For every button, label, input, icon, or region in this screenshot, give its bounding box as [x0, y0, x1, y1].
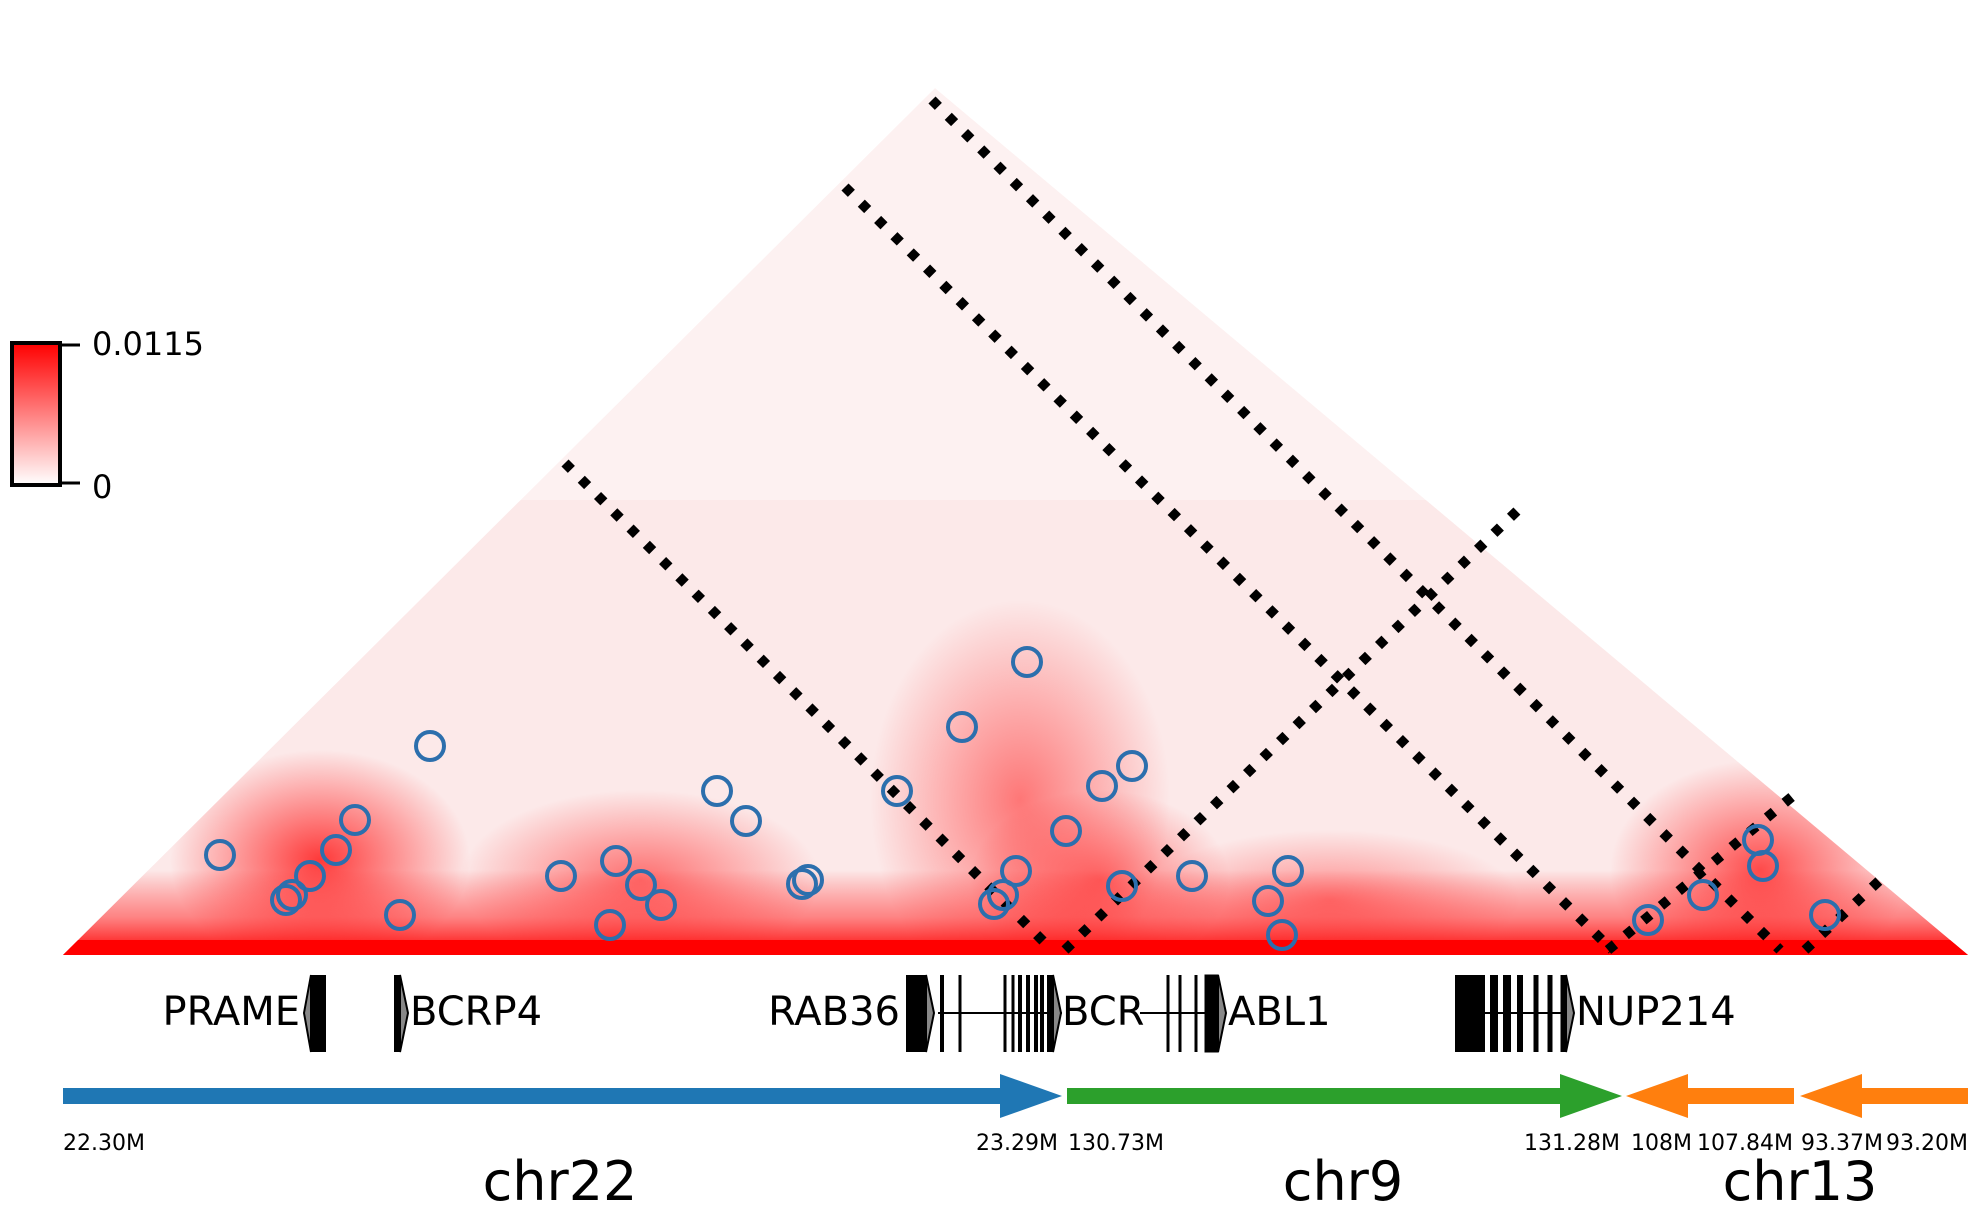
loop-markers: [204, 646, 1841, 951]
boundary-lines: [561, 96, 1884, 954]
loop-marker: [645, 889, 677, 921]
loop-marker: [1687, 879, 1719, 911]
chrom-label-chr13: chr13: [1723, 1150, 1878, 1213]
gene-bcrp4: BCRP4: [394, 974, 542, 1053]
loop-marker: [339, 804, 371, 836]
loop-marker: [1106, 870, 1138, 902]
loop-marker: [881, 775, 913, 807]
gene-track: PRAME BCRP4 RAB36 BCR: [163, 974, 1736, 1053]
gene-prame-exon: [311, 975, 326, 1052]
colorbar-max-label: 0.0115: [92, 325, 204, 363]
segment-chr22-start-label: 22.30M: [63, 1131, 145, 1156]
segment-chr13-b-start-label: 93.37M: [1801, 1131, 1883, 1156]
gene-abl1: ABL1: [1140, 974, 1331, 1053]
chrom-label-chr22: chr22: [483, 1150, 638, 1213]
loop-marker: [1272, 855, 1304, 887]
loop-marker: [600, 845, 632, 877]
segment-chr9-arrowhead: [1560, 1074, 1622, 1118]
gene-abl1-strand-arrow: [1217, 974, 1228, 1053]
loop-marker: [276, 879, 308, 911]
segment-chr13-a-end-label: 107.84M: [1697, 1131, 1793, 1156]
gene-bcr: BCR: [938, 974, 1144, 1053]
colorbar-min-label: 0: [92, 468, 112, 506]
gene-label-rab36: RAB36: [768, 989, 900, 1035]
colorbar-gradient: [10, 341, 62, 487]
segment-chr13-a: 108M 107.84M: [1626, 1074, 1794, 1156]
segment-chr22-bar: [63, 1088, 1008, 1104]
loop-marker: [1266, 919, 1298, 951]
gene-bcr-strand-arrow: [1052, 974, 1063, 1053]
loop-marker: [414, 730, 446, 762]
gene-label-bcrp4: BCRP4: [410, 989, 542, 1035]
segment-chr9-start-label: 130.73M: [1068, 1131, 1164, 1156]
loop-marker: [786, 868, 818, 900]
colorbar: 0.0115 0: [10, 325, 204, 506]
loop-marker: [730, 805, 762, 837]
segment-chr13-a-bar: [1684, 1088, 1794, 1104]
gene-label-bcr: BCR: [1062, 989, 1144, 1035]
gene-nup214-strand-arrow: [1565, 974, 1576, 1053]
boundary-line-chr9-right: [928, 96, 1784, 954]
segment-track: 22.30M 23.29M 130.73M 131.28M 108M 107.8…: [63, 1074, 1968, 1213]
segment-chr13-b-bar: [1858, 1088, 1968, 1104]
segment-chr13-b-end-label: 93.20M: [1886, 1131, 1968, 1156]
loop-marker: [384, 899, 416, 931]
segment-chr13-a-start-label: 108M: [1631, 1131, 1692, 1156]
loop-marker: [987, 879, 1019, 911]
gene-abl1-exon: [1204, 974, 1219, 1053]
gene-label-nup214: NUP214: [1576, 989, 1736, 1035]
loop-marker: [294, 860, 326, 892]
segment-chr13-b: 93.37M 93.20M: [1800, 1074, 1968, 1156]
loop-marker: [1176, 860, 1208, 892]
loop-marker: [1747, 850, 1779, 882]
gene-bcrp4-strand-arrow: [399, 974, 410, 1053]
contact-heatmap: [63, 88, 1968, 955]
chrom-label-chr9: chr9: [1283, 1150, 1403, 1213]
gene-nup214: NUP214: [1455, 974, 1736, 1053]
loop-marker: [1809, 899, 1841, 931]
gene-rab36: RAB36: [768, 974, 936, 1053]
gene-bcrp4-exon: [394, 975, 400, 1052]
gene-prame: PRAME: [163, 974, 326, 1053]
gene-rab36-exon: [906, 975, 926, 1052]
loop-marker: [701, 775, 733, 807]
boundary-line-chr9-left: [841, 183, 1616, 954]
loop-marker: [270, 884, 302, 916]
loop-marker: [320, 834, 352, 866]
segment-chr22-arrowhead: [1000, 1074, 1062, 1118]
loop-marker: [946, 711, 978, 743]
segment-chr9-bar: [1067, 1088, 1567, 1104]
loop-marker: [1000, 855, 1032, 887]
gene-nup214-exon: [1490, 975, 1498, 1052]
boundary-line-chr13-inner: [1801, 876, 1884, 954]
segment-chr13-b-arrowhead: [1800, 1074, 1862, 1118]
loop-marker: [1632, 904, 1664, 936]
gene-nup214-exon: [1503, 975, 1511, 1052]
gene-label-prame: PRAME: [163, 989, 300, 1035]
gene-label-abl1: ABL1: [1228, 989, 1331, 1035]
boundary-line-chr13-up: [1604, 786, 1804, 954]
loop-marker: [545, 860, 577, 892]
segment-chr22-end-label: 23.29M: [976, 1131, 1058, 1156]
loop-marker: [1252, 885, 1284, 917]
loop-marker: [204, 839, 236, 871]
loop-marker: [792, 864, 824, 896]
gene-nup214-exon: [1455, 975, 1485, 1052]
diagonal-edge: [63, 940, 1968, 955]
gene-rab36-strand-arrow: [925, 974, 936, 1053]
loop-marker: [1116, 750, 1148, 782]
loop-marker: [1011, 646, 1043, 678]
segment-chr9: 130.73M 131.28M: [1067, 1074, 1622, 1156]
loop-marker: [1050, 815, 1082, 847]
loop-marker: [625, 869, 657, 901]
loop-marker: [978, 888, 1010, 920]
segment-chr9-end-label: 131.28M: [1524, 1131, 1620, 1156]
loop-marker: [594, 909, 626, 941]
segment-chr22: 22.30M 23.29M: [63, 1074, 1062, 1156]
segment-chr13-a-arrowhead: [1626, 1074, 1688, 1118]
loop-marker: [1086, 770, 1118, 802]
gene-prame-strand-arrow: [302, 974, 312, 1053]
